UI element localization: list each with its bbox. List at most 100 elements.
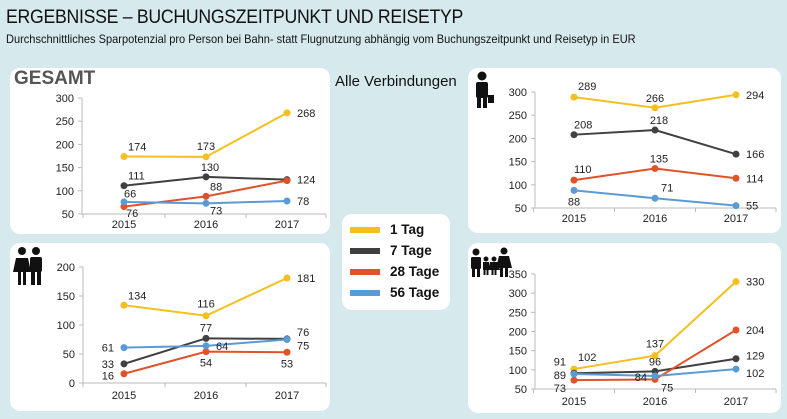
data-point: [732, 150, 740, 158]
data-label: 76: [297, 327, 309, 339]
data-label: 129: [746, 351, 764, 363]
data-point: [283, 348, 291, 356]
y-tick-label: 100: [56, 186, 74, 198]
page-subtitle: Durchschnittliches Sparpotenzial pro Per…: [6, 32, 636, 46]
data-label: 64: [216, 341, 228, 353]
y-tick-label: 250: [56, 116, 74, 128]
data-label: 33: [102, 359, 114, 371]
y-tick-label: 100: [57, 320, 75, 332]
y-tick-label: 0: [69, 378, 75, 390]
data-label: 166: [746, 149, 764, 161]
y-tick-label: 50: [63, 349, 75, 361]
x-tick-label: 2016: [194, 390, 218, 402]
data-label: 135: [650, 154, 668, 166]
data-point: [283, 274, 291, 282]
data-label: 124: [297, 175, 315, 187]
data-label: 96: [649, 356, 661, 368]
data-point: [732, 278, 740, 286]
data-point: [283, 109, 291, 117]
data-point: [570, 176, 578, 184]
data-point: [732, 355, 740, 363]
data-point: [651, 165, 659, 173]
x-tick-label: 2017: [724, 396, 748, 408]
y-tick-label: 150: [509, 346, 527, 358]
y-tick-label: 150: [57, 291, 75, 303]
data-label: 173: [197, 141, 215, 153]
data-label: 54: [200, 358, 212, 370]
data-point: [202, 334, 210, 342]
data-point: [202, 348, 210, 356]
data-point: [283, 336, 291, 343]
y-tick-label: 250: [509, 110, 527, 122]
x-tick-label: 2015: [562, 396, 586, 408]
data-label: 116: [197, 299, 215, 311]
data-point: [202, 173, 210, 181]
data-label: 78: [297, 196, 309, 208]
legend-label: 28 Tage: [390, 264, 440, 279]
legend-label: 56 Tage: [390, 285, 440, 300]
legend-label: 7 Tage: [390, 243, 432, 258]
legend-item-7-tage: 7 Tage: [350, 243, 432, 258]
data-point: [570, 376, 578, 384]
data-label: 102: [578, 352, 596, 364]
data-label: 102: [746, 368, 764, 380]
series-line-7-tage: [573, 129, 737, 156]
data-label: 208: [574, 120, 592, 132]
data-label: 89: [554, 370, 566, 382]
data-label: 204: [746, 325, 764, 337]
data-point: [120, 198, 128, 206]
y-tick-label: 100: [509, 365, 527, 377]
x-tick-label: 2015: [562, 213, 586, 225]
data-label: 134: [128, 290, 146, 302]
data-point: [202, 312, 210, 320]
data-point: [202, 342, 210, 350]
y-tick-label: 100: [509, 180, 527, 192]
data-point: [283, 197, 291, 205]
data-label: 218: [650, 115, 668, 127]
legend-item-1-tag: 1 Tag: [350, 222, 424, 237]
x-tick-label: 2016: [194, 219, 218, 231]
data-label: 53: [281, 358, 293, 370]
data-label: 73: [554, 383, 566, 395]
y-tick-label: 300: [509, 87, 527, 99]
data-label: 330: [746, 277, 764, 289]
x-tick-label: 2015: [112, 390, 136, 402]
alle-verbindungen-label: Alle Verbindungen: [335, 73, 457, 90]
data-label: 111: [128, 171, 145, 183]
data-point: [202, 153, 210, 161]
panel-title-gesamt: GESAMT: [14, 68, 96, 89]
data-point: [120, 152, 128, 160]
data-point: [283, 177, 291, 185]
data-label: 75: [661, 382, 673, 394]
data-point: [120, 301, 128, 309]
legend-swatch: [350, 226, 380, 233]
data-point: [651, 126, 659, 134]
businessman-icon: [476, 71, 494, 108]
data-label: 66: [124, 189, 136, 201]
data-label: 130: [201, 162, 219, 174]
x-tick-label: 2016: [643, 213, 667, 225]
x-tick-label: 2015: [112, 219, 136, 231]
data-label: 268: [297, 108, 315, 120]
data-point: [570, 186, 578, 194]
data-label: 55: [746, 201, 758, 213]
panel-gesamt: [10, 68, 330, 234]
data-point: [202, 192, 210, 200]
data-label: 88: [210, 181, 222, 193]
y-tick-label: 50: [62, 209, 74, 221]
y-tick-label: 150: [509, 157, 527, 169]
x-tick-label: 2017: [724, 213, 748, 225]
legend: 1 Tag 7 Tage 28 Tage 56 Tage: [342, 214, 450, 310]
data-point: [651, 372, 659, 380]
data-label: 73: [210, 205, 222, 217]
x-tick-label: 2017: [275, 390, 299, 402]
data-point: [570, 131, 578, 139]
data-point: [570, 93, 578, 101]
data-point: [202, 199, 210, 207]
data-label: 266: [646, 93, 664, 105]
data-point: [732, 326, 740, 334]
y-tick-label: 50: [515, 384, 527, 396]
data-label: 61: [102, 343, 114, 355]
legend-item-28-tage: 28 Tage: [350, 264, 439, 279]
